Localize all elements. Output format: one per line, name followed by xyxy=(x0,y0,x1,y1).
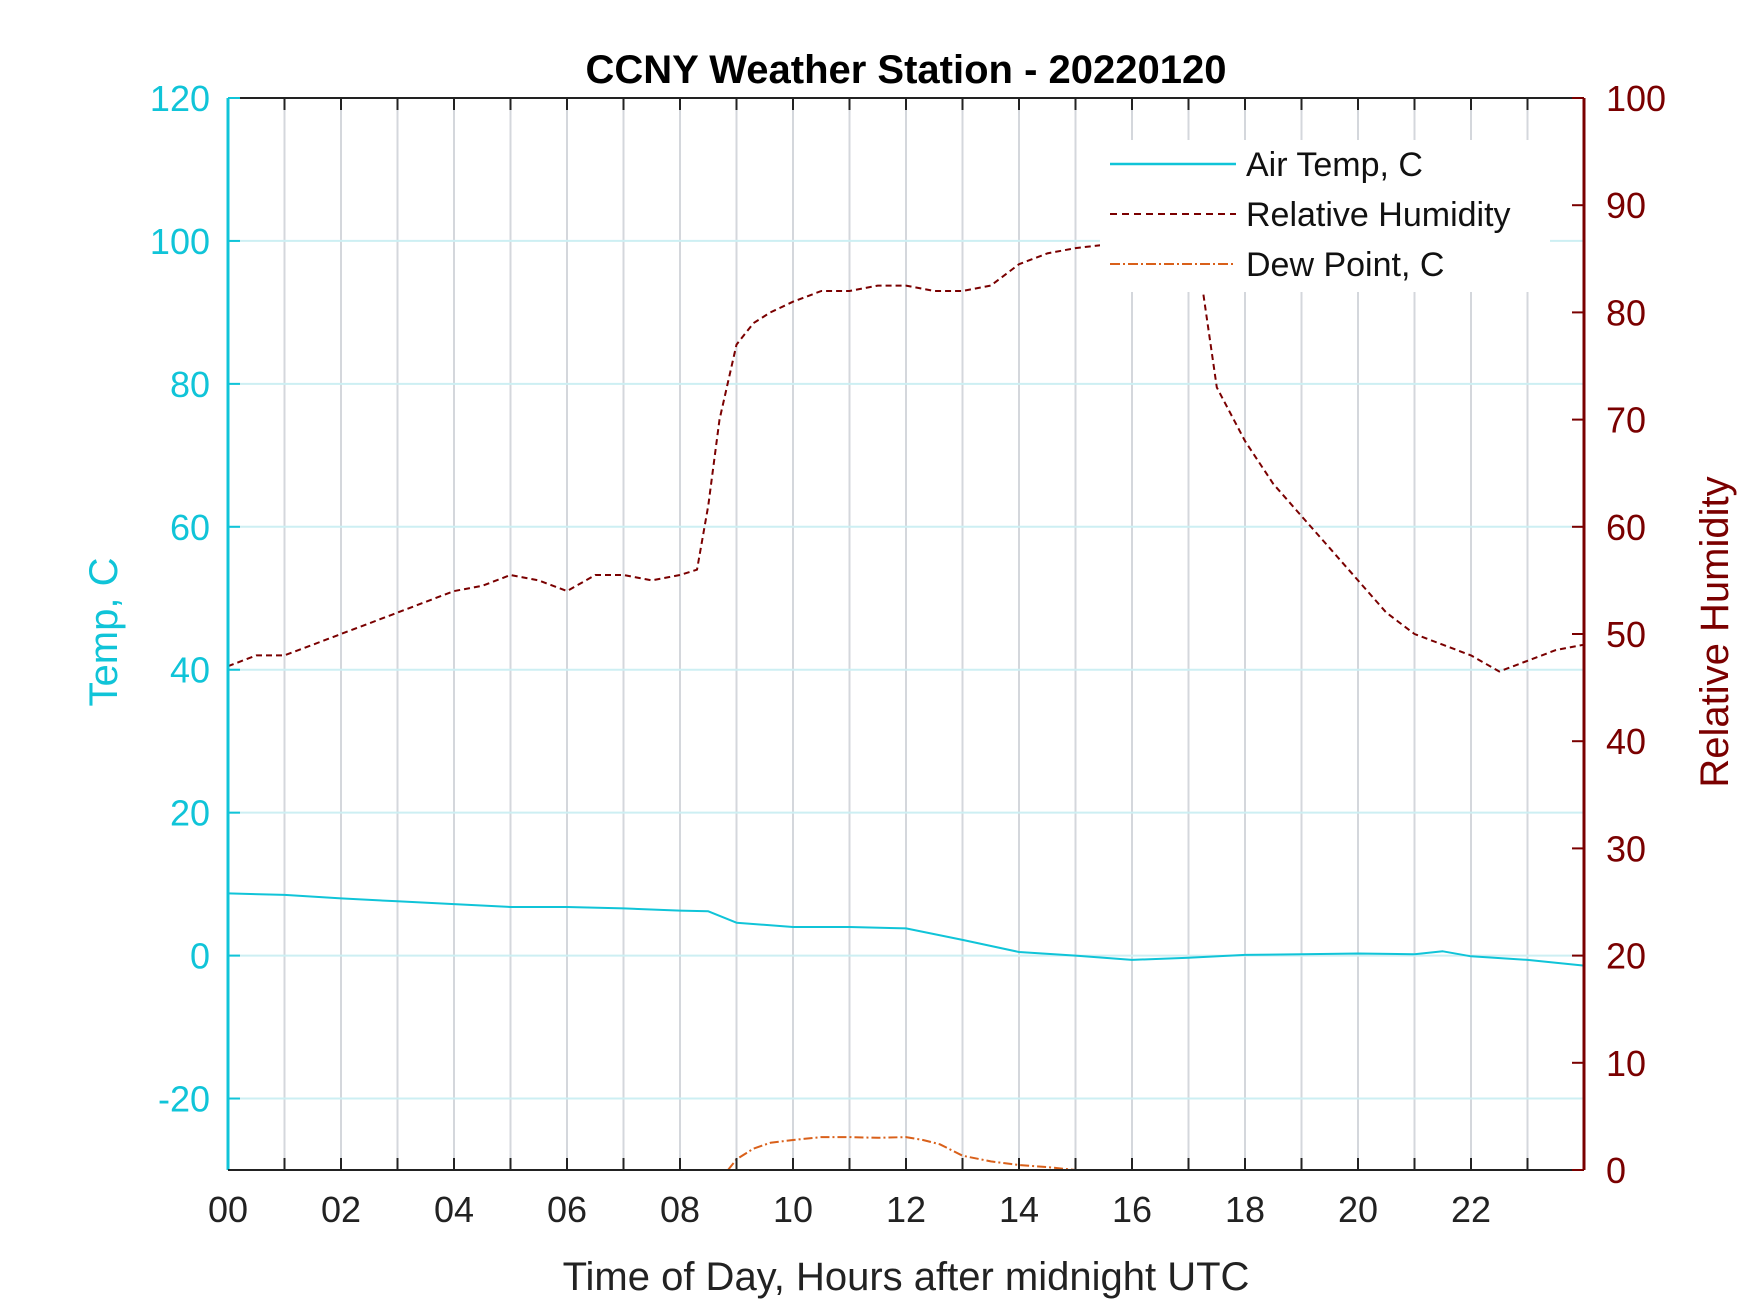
left-axis-label: Temp, C xyxy=(82,558,126,707)
x-tick-label: 00 xyxy=(208,1189,248,1230)
series-line-relative-humidity xyxy=(227,241,1585,673)
series-line-dew-point xyxy=(727,1136,1076,1171)
right-tick-label: 80 xyxy=(1606,292,1646,333)
tick-labels: 00 02 04 06 08 10 12 14 16 18 20 22-200204060801001… xyxy=(150,78,1666,1230)
x-tick-label: 08 xyxy=(660,1189,700,1230)
right-tick-label: 100 xyxy=(1606,78,1666,119)
right-tick-label: 40 xyxy=(1606,721,1646,762)
x-tick-label: 06 xyxy=(547,1189,587,1230)
right-tick-label: 60 xyxy=(1606,507,1646,548)
right-tick-label: 20 xyxy=(1606,936,1646,977)
series-lines xyxy=(227,241,1585,1171)
left-tick-label: 100 xyxy=(150,221,210,262)
left-tick-label: -20 xyxy=(158,1079,210,1120)
series-line-air-temp xyxy=(227,892,1585,967)
x-tick-label: 04 xyxy=(434,1189,474,1230)
right-tick-label: 10 xyxy=(1606,1043,1646,1084)
x-tick-label: 02 xyxy=(321,1189,361,1230)
left-tick-label: 40 xyxy=(170,650,210,691)
legend: Air Temp, C Relative Humidity Dew Point,… xyxy=(1100,140,1550,292)
x-axis-label: Time of Day, Hours after midnight UTC xyxy=(563,1255,1250,1299)
right-axis-label: Relative Humidity xyxy=(1693,476,1737,787)
legend-box xyxy=(1100,140,1550,292)
x-tick-label: 14 xyxy=(999,1189,1039,1230)
right-tick-label: 90 xyxy=(1606,185,1646,226)
x-tick-label: 22 xyxy=(1451,1189,1491,1230)
legend-label-dew-point: Dew Point, C xyxy=(1246,246,1444,284)
left-tick-label: 0 xyxy=(190,936,210,977)
left-tick-label: 60 xyxy=(170,507,210,548)
left-tick-label: 80 xyxy=(170,364,210,405)
right-tick-label: 50 xyxy=(1606,614,1646,655)
legend-label-air-temp: Air Temp, C xyxy=(1246,146,1423,184)
x-tick-label: 20 xyxy=(1338,1189,1378,1230)
x-tick-label: 12 xyxy=(886,1189,926,1230)
right-tick-label: 70 xyxy=(1606,400,1646,441)
x-tick-label: 10 xyxy=(773,1189,813,1230)
x-tick-label: 16 xyxy=(1112,1189,1152,1230)
x-tick-label: 18 xyxy=(1225,1189,1265,1230)
chart-title: CCNY Weather Station - 20220120 xyxy=(586,48,1227,92)
right-tick-label: 0 xyxy=(1606,1150,1626,1191)
grid-lines xyxy=(228,98,1584,1170)
legend-label-relative-humidity: Relative Humidity xyxy=(1246,196,1511,234)
left-tick-label: 20 xyxy=(170,793,210,834)
axes xyxy=(226,97,1586,1171)
right-tick-label: 30 xyxy=(1606,828,1646,869)
left-tick-label: 120 xyxy=(150,78,210,119)
